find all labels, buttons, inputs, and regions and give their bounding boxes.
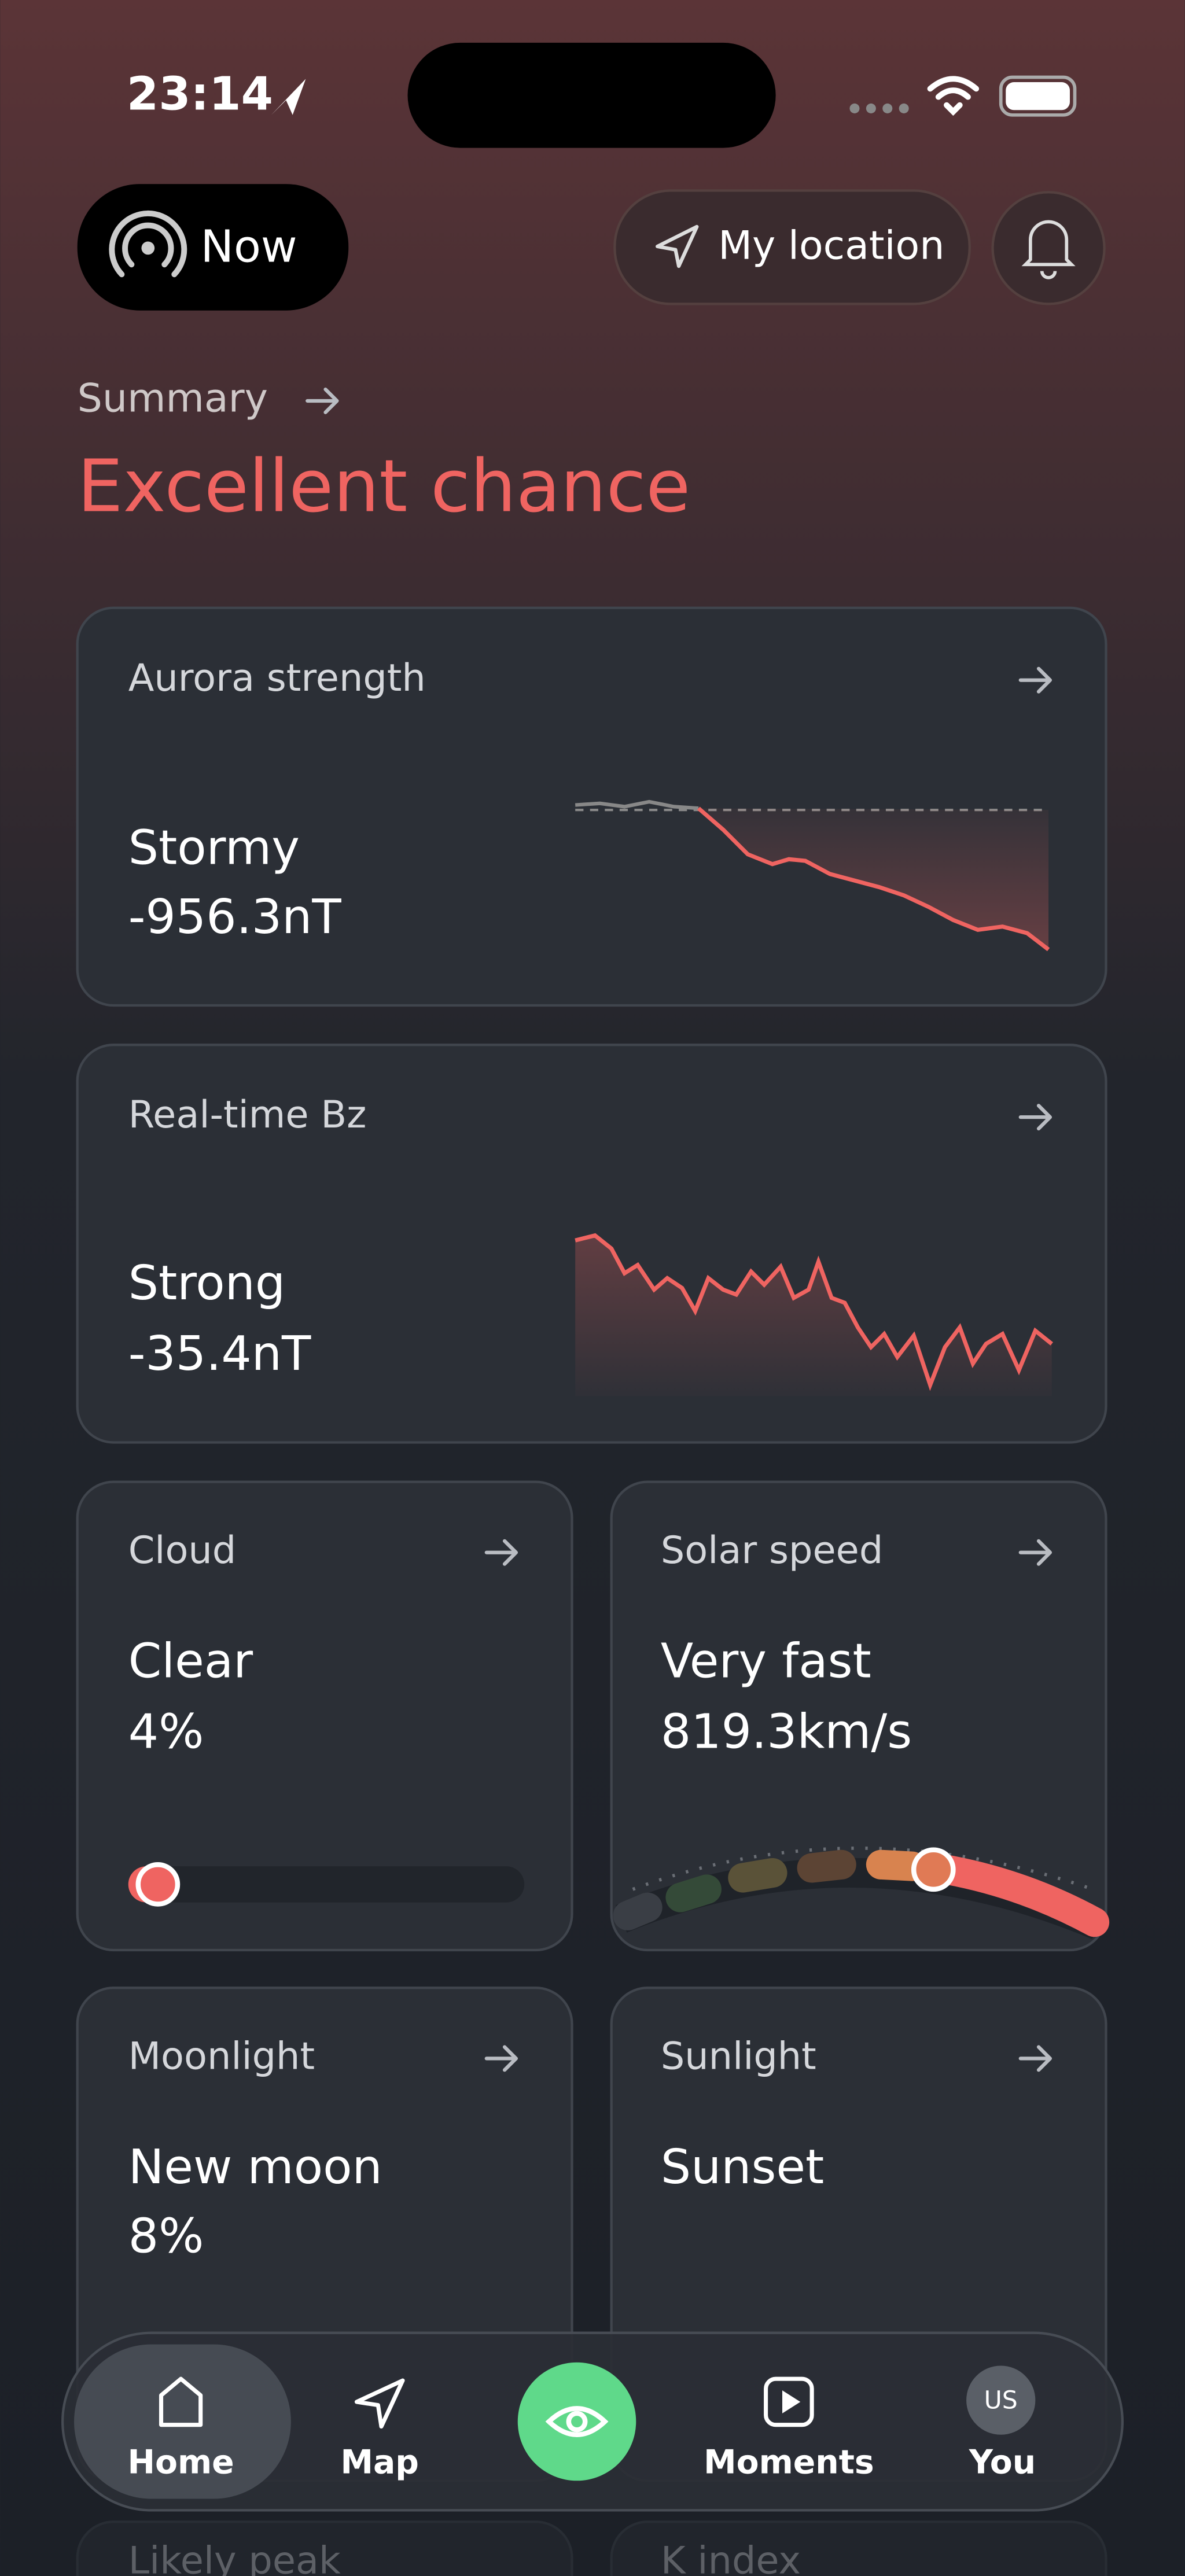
- card-status: Clear: [128, 1634, 253, 1689]
- lower-cards: Likely peak K index: [76, 2520, 1107, 2576]
- battery: [999, 75, 1077, 117]
- dynamic-island: [407, 42, 776, 148]
- card-value: 8%: [128, 2209, 204, 2264]
- card-value: 819.3km/s: [661, 1704, 912, 1759]
- card-title: K index: [661, 2538, 801, 2576]
- card-title: Solar speed: [661, 1528, 883, 1572]
- you-tab[interactable]: US You: [966, 2365, 1036, 2482]
- solar-card[interactable]: Solar speed Very fast 819.3km/s: [610, 1480, 1110, 1952]
- gauge-knob: [911, 1847, 956, 1892]
- location-label: My location: [718, 223, 944, 268]
- card-value: -956.3nT: [128, 890, 342, 945]
- eye-button[interactable]: [517, 2362, 636, 2481]
- tab-label: You: [969, 2444, 1036, 2482]
- avatar-initials: US: [984, 2386, 1018, 2415]
- notifications-button[interactable]: [991, 191, 1106, 305]
- card-status: Sunset: [661, 2140, 825, 2195]
- sparkline-past: [575, 799, 699, 810]
- gauge-segments: [613, 1849, 1110, 1937]
- signal: [849, 103, 909, 113]
- card-value: -35.4nT: [128, 1326, 311, 1381]
- battery-level: [1006, 82, 1070, 110]
- card-title: Cloud: [128, 1528, 237, 1572]
- slider-track: [128, 1866, 525, 1903]
- bz-card[interactable]: Real-time Bz Strong -35.4nT: [76, 1044, 1107, 1444]
- card-value: 4%: [128, 1704, 204, 1759]
- tab-label: Moments: [704, 2444, 874, 2482]
- map-tab[interactable]: Map: [340, 2378, 419, 2482]
- slider-knob: [135, 1862, 181, 1907]
- aurora-card[interactable]: Aurora strength Stormy -956.3nT: [76, 606, 1107, 1007]
- summary-label: Summary: [78, 375, 268, 421]
- card-status: Strong: [128, 1256, 285, 1311]
- headline: Excellent chance: [78, 444, 691, 528]
- card-title: Likely peak: [128, 2538, 341, 2576]
- sparkline: [575, 1233, 1053, 1391]
- clock: 23:14: [127, 67, 273, 121]
- sparkline-area: [698, 808, 1049, 950]
- card-status: Stormy: [128, 821, 300, 876]
- card-status: New moon: [128, 2140, 382, 2195]
- now-label: Now: [201, 222, 297, 273]
- location-button[interactable]: My location: [613, 189, 971, 305]
- wifi-icon: [927, 76, 980, 116]
- tab-label: Home: [127, 2444, 234, 2482]
- summary-link[interactable]: Summary: [78, 375, 339, 422]
- card-title: Sunlight: [661, 2034, 816, 2078]
- card-title: Real-time Bz: [128, 1093, 367, 1137]
- tab-label: Map: [340, 2444, 418, 2482]
- now-button[interactable]: Now: [77, 184, 349, 311]
- card-title: Moonlight: [128, 2034, 315, 2078]
- card-title: Aurora strength: [128, 656, 426, 700]
- home-tab[interactable]: Home: [74, 2344, 291, 2499]
- cloud-card[interactable]: Cloud Clear 4%: [76, 1480, 573, 1952]
- card-status: Very fast: [661, 1634, 871, 1689]
- sparkline-area: [575, 1235, 1052, 1396]
- sparkline: [697, 806, 1050, 952]
- moments-tab[interactable]: Moments: [704, 2376, 874, 2482]
